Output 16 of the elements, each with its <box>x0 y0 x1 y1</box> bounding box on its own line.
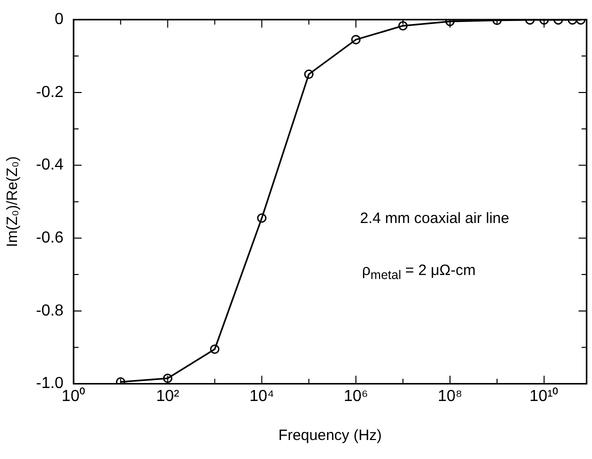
x-tick-label: 10⁰ <box>62 386 86 405</box>
x-tick-label: 10¹⁰ <box>530 386 559 405</box>
annotation: ρ$_{metal}$ = 2 μΩ-cm <box>362 262 476 282</box>
y-tick-label: -0.6 <box>36 230 64 247</box>
x-tick-label: 10⁴ <box>249 388 274 405</box>
x-tick-label: 10⁸ <box>438 388 462 405</box>
x-tick-label: 10² <box>156 388 180 405</box>
y-tick-label: -0.4 <box>36 156 64 174</box>
y-tick-label: -1.0 <box>36 375 64 392</box>
y-axis-title: Im(Z₀)/Re(Z₀) <box>4 156 22 248</box>
y-tick-label: -0.8 <box>36 302 64 320</box>
y-tick-label: 0 <box>54 11 64 28</box>
annotation: 2.4 mm coaxial air line <box>360 210 510 227</box>
x-tick-label: 10⁶ <box>344 388 368 405</box>
y-tick-label: -0.2 <box>36 84 64 101</box>
x-axis-title: Frequency (Hz) <box>278 427 382 444</box>
